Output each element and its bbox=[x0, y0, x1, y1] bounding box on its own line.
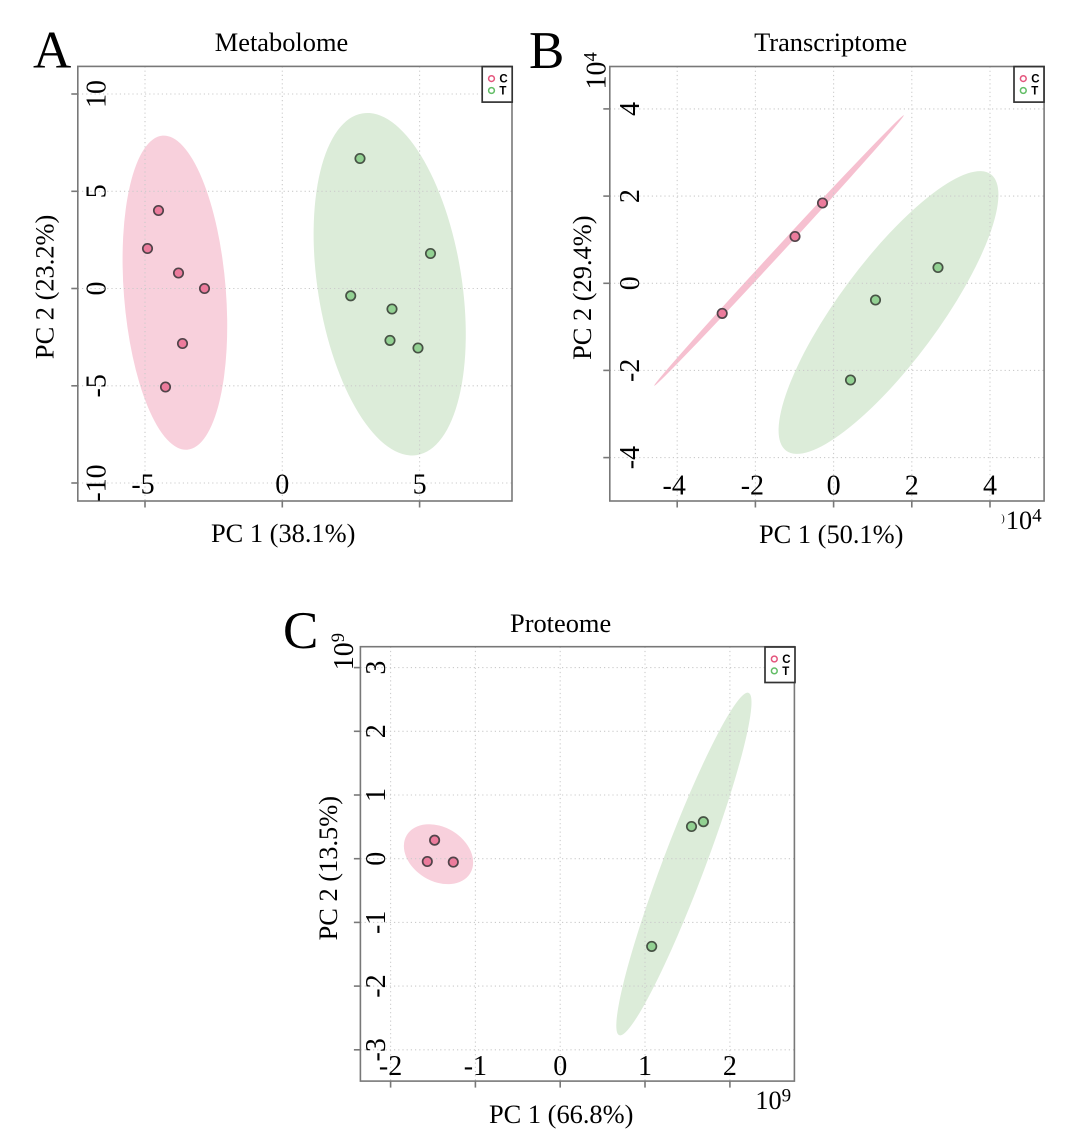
svg-text:5: 5 bbox=[413, 469, 427, 500]
svg-text:Proteome: Proteome bbox=[510, 608, 611, 638]
svg-text:PC 1 (66.8%): PC 1 (66.8%) bbox=[489, 1099, 633, 1129]
svg-text:PC 2 (29.4%): PC 2 (29.4%) bbox=[567, 215, 597, 359]
svg-text:-10: -10 bbox=[82, 464, 113, 501]
svg-text:Metabolome: Metabolome bbox=[215, 27, 348, 57]
svg-text:3: 3 bbox=[361, 661, 392, 675]
svg-text:0: 0 bbox=[82, 282, 113, 296]
svg-text:PC 2 (23.2%): PC 2 (23.2%) bbox=[29, 215, 59, 359]
svg-text:-5: -5 bbox=[131, 469, 154, 500]
svg-text:2: 2 bbox=[361, 724, 392, 738]
svg-text:C: C bbox=[782, 654, 790, 666]
svg-text:T: T bbox=[499, 86, 506, 98]
svg-text:1: 1 bbox=[361, 788, 392, 802]
svg-text:4: 4 bbox=[983, 471, 997, 502]
svg-text:T: T bbox=[782, 666, 789, 678]
svg-text:C: C bbox=[283, 602, 318, 660]
svg-text:0: 0 bbox=[827, 471, 841, 502]
svg-text:2: 2 bbox=[615, 189, 646, 203]
svg-text:-5: -5 bbox=[82, 374, 113, 397]
svg-text:-2: -2 bbox=[615, 359, 646, 382]
svg-text:PC 1 (38.1%): PC 1 (38.1%) bbox=[211, 518, 355, 548]
svg-text:0: 0 bbox=[553, 1051, 567, 1082]
svg-text:C: C bbox=[1031, 74, 1039, 86]
svg-text:5: 5 bbox=[82, 184, 113, 198]
svg-text:A: A bbox=[33, 21, 71, 79]
svg-text:-1: -1 bbox=[361, 911, 392, 934]
svg-text:): ) bbox=[1001, 514, 1004, 525]
svg-text:0: 0 bbox=[275, 469, 289, 500]
svg-text:-4: -4 bbox=[615, 446, 646, 469]
svg-text:PC 1 (50.1%): PC 1 (50.1%) bbox=[759, 519, 903, 549]
svg-text:1: 1 bbox=[638, 1051, 652, 1082]
svg-text:-4: -4 bbox=[663, 471, 686, 502]
svg-text:2: 2 bbox=[905, 471, 919, 502]
svg-text:-2: -2 bbox=[361, 974, 392, 997]
svg-text:Transcriptome: Transcriptome bbox=[754, 27, 907, 57]
svg-text:-1: -1 bbox=[464, 1051, 487, 1082]
svg-text:-2: -2 bbox=[379, 1051, 402, 1082]
svg-text:2: 2 bbox=[723, 1051, 737, 1082]
svg-text:0: 0 bbox=[615, 276, 646, 290]
svg-text:C: C bbox=[499, 74, 507, 86]
svg-text:-3: -3 bbox=[361, 1038, 392, 1061]
svg-text:T: T bbox=[1031, 86, 1038, 98]
svg-text:10: 10 bbox=[82, 80, 113, 108]
svg-text:-2: -2 bbox=[741, 471, 764, 502]
svg-text:4: 4 bbox=[615, 102, 646, 116]
svg-text:0: 0 bbox=[361, 852, 392, 866]
svg-text:B: B bbox=[529, 22, 564, 80]
svg-text:PC 2 (13.5%): PC 2 (13.5%) bbox=[313, 796, 343, 940]
